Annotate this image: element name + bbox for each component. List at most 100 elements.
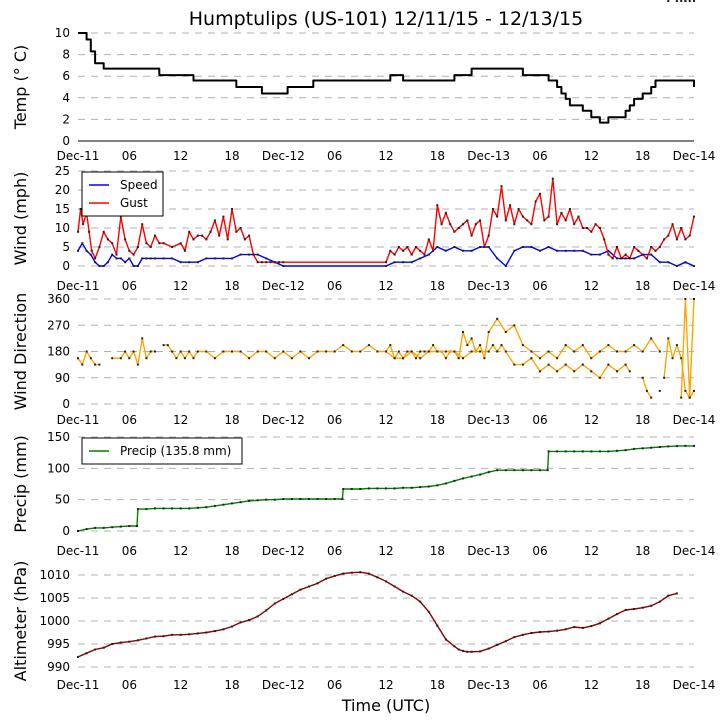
data-point xyxy=(556,357,559,360)
data-point xyxy=(581,363,584,366)
data-point xyxy=(419,600,422,603)
data-point xyxy=(547,215,550,218)
data-point xyxy=(154,635,156,638)
data-point xyxy=(402,357,405,360)
data-point xyxy=(248,253,251,256)
data-point xyxy=(496,643,499,646)
x-tick-label: 06 xyxy=(532,678,547,692)
data-point xyxy=(453,645,456,648)
data-point xyxy=(598,350,601,353)
data-point xyxy=(341,498,344,500)
data-point xyxy=(175,357,178,360)
data-point xyxy=(641,376,644,379)
data-point xyxy=(124,238,127,241)
data-point xyxy=(231,502,233,505)
series-line-temp xyxy=(78,32,695,124)
data-point xyxy=(248,234,251,237)
data-point xyxy=(645,389,648,392)
data-point xyxy=(188,633,191,636)
data-point xyxy=(419,486,422,489)
data-point xyxy=(624,609,627,611)
data-point xyxy=(547,630,550,633)
data-point xyxy=(183,357,186,360)
data-point xyxy=(77,357,79,360)
data-point xyxy=(628,257,631,260)
data-point xyxy=(154,234,156,237)
data-point xyxy=(205,350,208,353)
data-point xyxy=(282,265,285,267)
data-point xyxy=(671,357,674,360)
data-point xyxy=(530,357,533,360)
data-point xyxy=(432,344,435,347)
data-point xyxy=(333,350,336,353)
data-point xyxy=(633,246,636,248)
x-tick-label: 12 xyxy=(173,678,188,692)
data-point xyxy=(406,246,409,248)
data-point xyxy=(675,0,678,2)
data-point xyxy=(470,350,473,353)
data-point xyxy=(560,211,563,214)
x-tick-label: Dec-14 xyxy=(673,678,716,692)
data-point xyxy=(128,249,131,252)
x-tick-label: Dec-13 xyxy=(467,413,510,427)
data-point xyxy=(179,633,182,636)
data-point xyxy=(581,450,584,453)
data-point xyxy=(350,488,353,490)
data-point xyxy=(598,376,601,379)
data-point xyxy=(684,298,687,300)
data-point xyxy=(423,253,426,256)
y-tick-label: 10 xyxy=(55,26,70,40)
data-point xyxy=(479,344,482,347)
data-point xyxy=(106,261,109,264)
data-point xyxy=(513,363,516,366)
data-point xyxy=(684,238,687,241)
x-axis-label: Time (UTC) xyxy=(341,696,430,715)
data-point xyxy=(188,261,191,264)
data-point xyxy=(641,253,644,256)
data-point xyxy=(680,357,683,360)
x-tick-label: 12 xyxy=(584,279,599,293)
data-point xyxy=(226,238,229,241)
data-point xyxy=(350,571,353,574)
data-point xyxy=(546,469,549,472)
data-point xyxy=(419,257,422,260)
y-axis-label: Wind Direction xyxy=(11,293,30,411)
data-point xyxy=(299,350,302,353)
data-point xyxy=(466,219,469,222)
data-point xyxy=(115,257,118,260)
data-point xyxy=(376,350,379,353)
data-point xyxy=(509,204,512,207)
data-point xyxy=(590,230,593,233)
data-point xyxy=(658,350,661,353)
data-point xyxy=(487,234,490,237)
data-point xyxy=(684,261,687,264)
x-tick-label: 06 xyxy=(327,678,342,692)
x-tick-label: 12 xyxy=(378,678,393,692)
data-point xyxy=(410,594,413,597)
data-point xyxy=(273,261,276,264)
data-point xyxy=(385,580,387,583)
data-point xyxy=(218,234,221,237)
data-point xyxy=(504,219,507,222)
data-point xyxy=(453,246,456,248)
x-tick-label: Dec-12 xyxy=(262,678,305,692)
data-point xyxy=(547,246,550,248)
y-tick-label: 0 xyxy=(62,134,70,148)
data-point xyxy=(98,363,101,366)
data-point xyxy=(265,350,268,353)
data-point xyxy=(624,449,627,452)
data-point xyxy=(88,230,91,233)
data-point xyxy=(684,444,687,447)
data-point xyxy=(136,525,138,527)
x-tick-label: Dec-11 xyxy=(57,544,100,558)
x-tick-label: Dec-13 xyxy=(467,279,510,293)
data-point xyxy=(504,350,507,353)
data-point xyxy=(513,249,516,252)
data-point xyxy=(530,223,533,226)
data-point xyxy=(568,208,571,210)
y-tick-label: 10 xyxy=(55,221,70,235)
data-point xyxy=(504,265,507,267)
x-tick-label: Dec-13 xyxy=(467,149,510,163)
data-point xyxy=(457,648,460,651)
y-tick-label: 1010 xyxy=(39,568,70,582)
